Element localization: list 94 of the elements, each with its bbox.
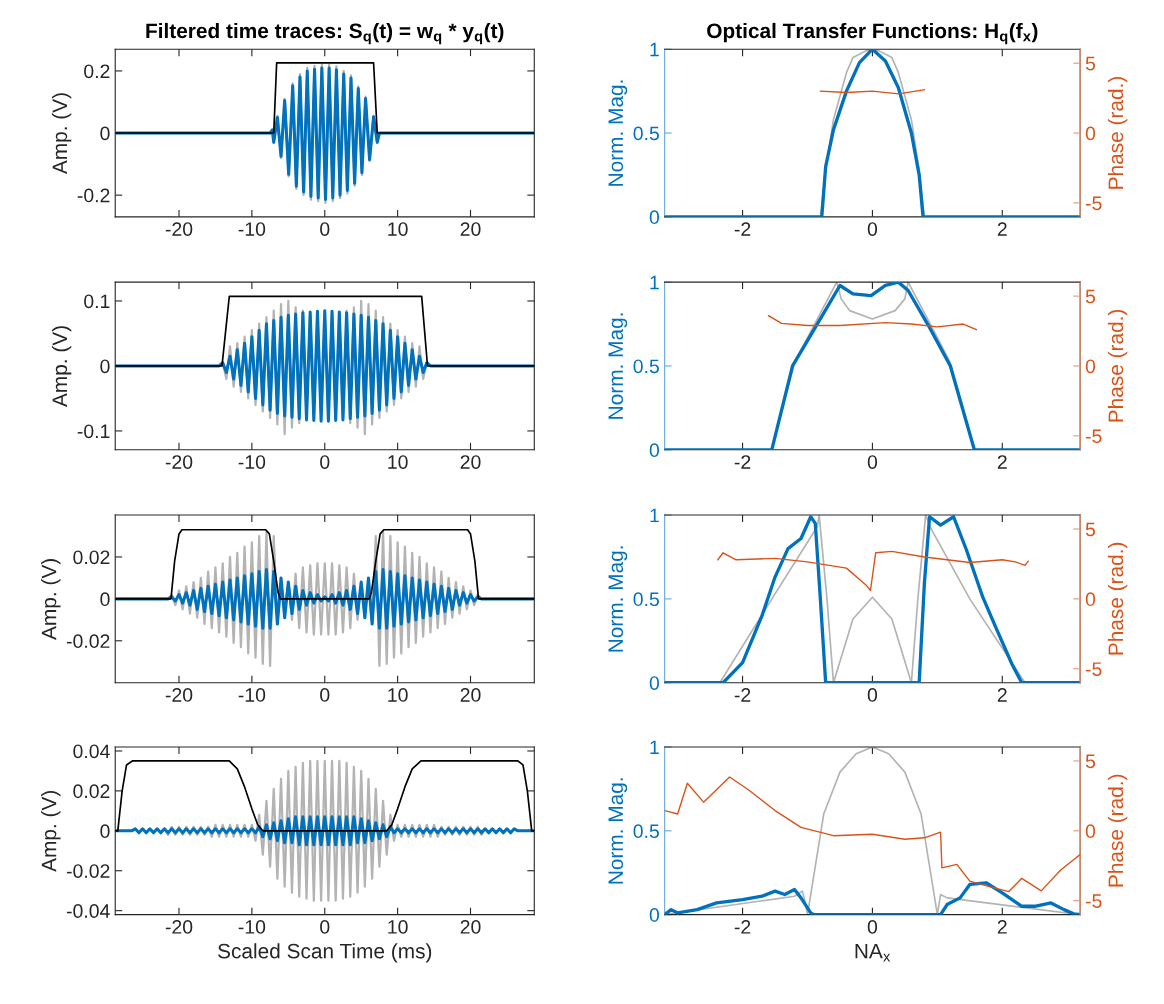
x-tick-label: 20 [460,688,481,702]
y-tick-label: -0.2 [77,188,110,203]
y-tick-label: 1 [650,740,659,755]
y2-tick-label: -5 [1085,662,1102,676]
x-tick-label: -10 [238,455,266,469]
x-tick-label: -10 [238,688,266,702]
y-tick-label: 0 [649,443,660,458]
x-tick-label: 0 [320,455,330,469]
x-tick-label: -20 [165,222,193,237]
y2-tick-label: -5 [1085,429,1102,444]
y-tick-label: -0.1 [77,424,110,439]
y-axis-title: Amp. (V) [41,791,61,872]
y-tick-label: -0.02 [66,634,110,649]
y2-tick-label: 0 [1085,359,1096,374]
x-tick-label: -2 [734,920,751,934]
y-axis-title: Amp. (V) [41,559,61,640]
y-tick-label: 0 [100,359,110,374]
x-axis-title: NA$_{x}$ [855,943,891,962]
x-tick-label: 10 [388,222,408,237]
y2-axis-title: Phase (rad.) [1107,77,1128,189]
line-series [115,568,535,630]
x-tick-label: -10 [238,920,266,934]
y-tick-label: 0.5 [633,359,659,374]
y-tick-label: 0 [100,592,110,607]
x-tick-label: 0 [320,222,330,237]
y-axis-title: Norm. Mag. [608,778,628,884]
y-tick-label: 0 [649,908,660,922]
y-tick-label: 0.02 [73,550,110,565]
line-series [115,815,535,847]
y-tick-label: 0.1 [84,294,110,309]
x-tick-label: 0 [867,920,878,934]
y2-axis-title: Phase (rad.) [1107,309,1128,422]
y2-tick-label: 5 [1085,754,1096,769]
line-series [717,550,1029,592]
x-tick-label: -20 [165,455,193,469]
y2-tick-label: 0 [1085,592,1096,607]
y-tick-label: 0.2 [84,64,110,79]
line-series [664,776,1081,893]
y2-tick-label: 0 [1085,126,1096,141]
y2-tick-label: -5 [1085,196,1102,211]
y-axis-title: Norm. Mag. [608,80,628,186]
x-tick-label: 0 [867,222,878,237]
y-tick-label: 0.5 [633,126,659,141]
y2-tick-label: 5 [1085,56,1096,71]
x-tick-label: 0 [867,455,878,469]
y-tick-label: 1 [650,508,659,523]
y-tick-label: 0 [649,210,660,225]
x-tick-label: 2 [997,920,1007,934]
x-tick-label: 0 [320,920,330,934]
x-tick-label: 0 [867,688,878,702]
x-tick-label: -2 [734,455,751,469]
y-axis-title: Amp. (V) [51,93,72,175]
x-tick-label: 10 [388,920,408,934]
x-tick-label: -10 [238,222,266,237]
chart-title: Optical Transfer Functions: H$_{q}$(f$_{x}$) [707,22,1038,45]
y-tick-label: 1 [650,275,659,290]
x-tick-label: -2 [734,688,751,702]
x-tick-label: -2 [734,222,751,236]
x-tick-label: 2 [997,455,1007,469]
x-tick-label: 20 [460,222,481,237]
y-tick-label: 0 [100,126,110,141]
x-tick-label: 20 [460,920,481,934]
y-tick-label: 0.04 [73,744,110,759]
chart-title: Filtered time traces: S$_{q}$(t) = w$_{q}$ * y$_{q}$(t) [146,22,504,45]
line-series [115,528,535,600]
y-tick-label: 0.5 [633,824,659,839]
y-tick-label: 0 [649,676,660,690]
y-tick-label: -0.04 [66,904,110,918]
y-axis-title: Norm. Mag. [608,546,628,652]
x-tick-label: 2 [997,222,1007,236]
line-series [115,760,535,832]
y2-tick-label: 5 [1085,289,1096,304]
y-tick-label: 1 [650,42,659,57]
x-tick-label: 10 [388,455,408,469]
line-series [115,309,535,423]
x-tick-label: 10 [388,688,408,702]
y-tick-label: 0.02 [73,784,110,799]
y-tick-label: -0.02 [66,864,110,878]
x-tick-label: -20 [165,920,193,934]
x-tick-label: 20 [460,455,481,469]
y-axis-title: Norm. Mag. [608,313,628,419]
x-axis-title: Scaled Scan Time (ms) [218,943,432,963]
y2-tick-label: -5 [1085,894,1102,908]
x-tick-label: 0 [320,688,330,702]
y-axis-title: Amp. (V) [51,326,72,408]
line-series [767,314,977,331]
y2-axis-title: Phase (rad.) [1107,542,1128,655]
y-tick-label: 0.5 [633,592,659,607]
x-tick-label: -20 [165,688,193,702]
y-tick-label: 0 [100,824,110,839]
x-tick-label: 2 [997,688,1007,702]
y2-tick-label: 5 [1085,522,1096,537]
y2-axis-title: Phase (rad.) [1107,774,1128,887]
y2-tick-label: 0 [1085,824,1096,839]
